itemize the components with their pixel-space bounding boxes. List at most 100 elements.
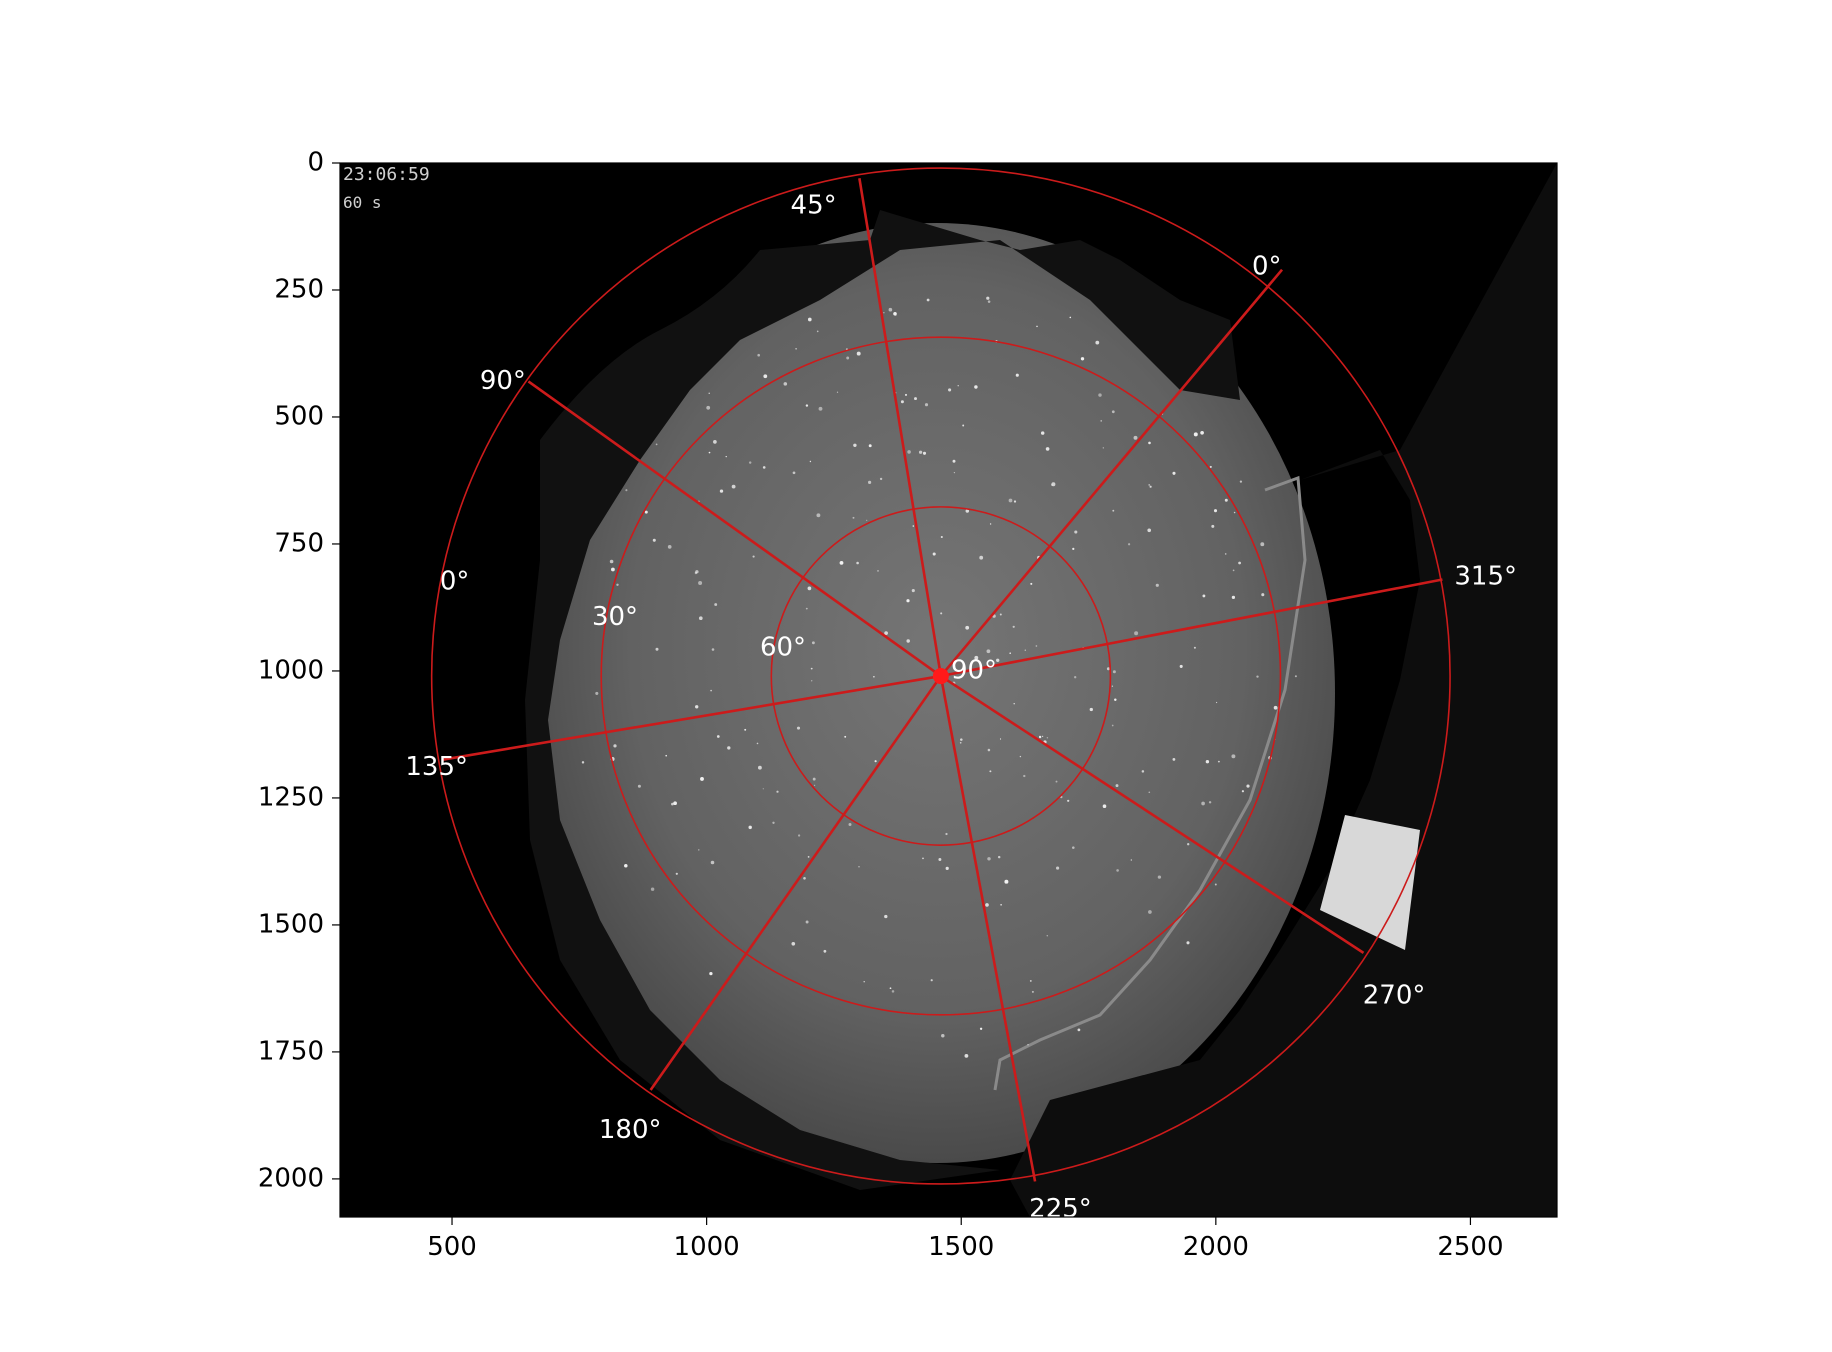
star [1179,664,1183,668]
star [1216,701,1218,704]
star [1112,509,1115,512]
star [706,405,711,410]
star [839,561,844,565]
star [752,555,755,558]
sky-region [539,223,1335,1163]
star [1069,316,1072,319]
star [637,784,641,788]
star [1239,480,1243,483]
star [1074,676,1077,679]
star [1030,582,1033,585]
star [858,866,860,868]
star [1074,530,1078,534]
y-tick-label: 250 [274,274,324,304]
star [868,480,872,484]
azimuth-label-5: 225° [1029,1194,1092,1224]
star [1241,790,1245,793]
star [989,523,992,525]
star [1201,801,1205,806]
star [695,570,699,574]
y-tick-label: 500 [274,401,324,431]
star [1233,511,1236,514]
y-tick-label: 0 [307,148,324,178]
star [997,855,1001,859]
star [960,738,963,741]
image-timestamp: 23:06:59 [343,164,430,185]
star [893,312,897,316]
star [985,903,989,907]
star [1102,447,1104,449]
star [795,347,797,350]
star [727,746,731,750]
star [1260,542,1265,547]
star [652,538,656,542]
star [965,625,970,630]
star [989,770,992,773]
star [924,403,929,407]
x-tick-label: 1000 [674,1232,740,1262]
star [1231,754,1236,759]
star [757,765,762,770]
star [1000,904,1002,906]
star [1134,631,1139,636]
star [1106,667,1110,671]
altitude-circle-30 [600,336,1282,1016]
star [912,525,915,527]
star [655,443,658,446]
star [813,784,816,786]
azimuth-line-3 [441,674,942,762]
star [1133,435,1138,440]
x-tick-label: 1500 [928,1232,994,1262]
x-tick-label: 2500 [1437,1232,1503,1262]
star [1232,569,1235,572]
star [811,641,815,645]
star [986,296,990,300]
x-tick-label: 2000 [1183,1232,1249,1262]
star [772,821,775,824]
star [811,680,813,682]
star [1051,482,1056,487]
star [1035,645,1038,647]
star [922,857,924,860]
star [1015,373,1019,377]
star [844,735,847,738]
star [698,581,703,585]
star [1072,846,1075,849]
y-tick-label: 1250 [258,782,324,812]
star [914,397,917,401]
star [873,676,875,678]
star [762,788,764,790]
star [792,471,796,475]
star [650,887,655,891]
star [1186,941,1190,945]
star [763,374,768,379]
altitude-circle-60 [770,506,1112,846]
star [805,607,808,610]
y-tick-label: 750 [274,528,324,558]
star [940,612,943,615]
star [965,509,970,513]
star [1012,625,1015,628]
star [986,649,991,654]
star [816,330,819,333]
star [581,761,585,764]
sky-photo [525,163,1557,1217]
star [1147,528,1152,533]
star [783,382,788,386]
star [616,583,619,587]
star [940,535,943,539]
x-axis: 500 1000 1500 2000 2500 [427,1217,1504,1262]
star [856,351,861,356]
star [695,705,699,709]
star [796,726,801,730]
star [818,406,823,411]
overlay-labels: 0° 30° 60° 0° 45° 90° 135° 180° 225° 270° 315° 90° [405,191,1517,1224]
star [1231,595,1236,600]
star [1200,430,1204,435]
star [1217,760,1220,763]
star [962,424,965,427]
star [1155,583,1159,587]
y-tick-label: 1750 [258,1036,324,1066]
star [836,391,839,393]
star [1149,485,1152,488]
